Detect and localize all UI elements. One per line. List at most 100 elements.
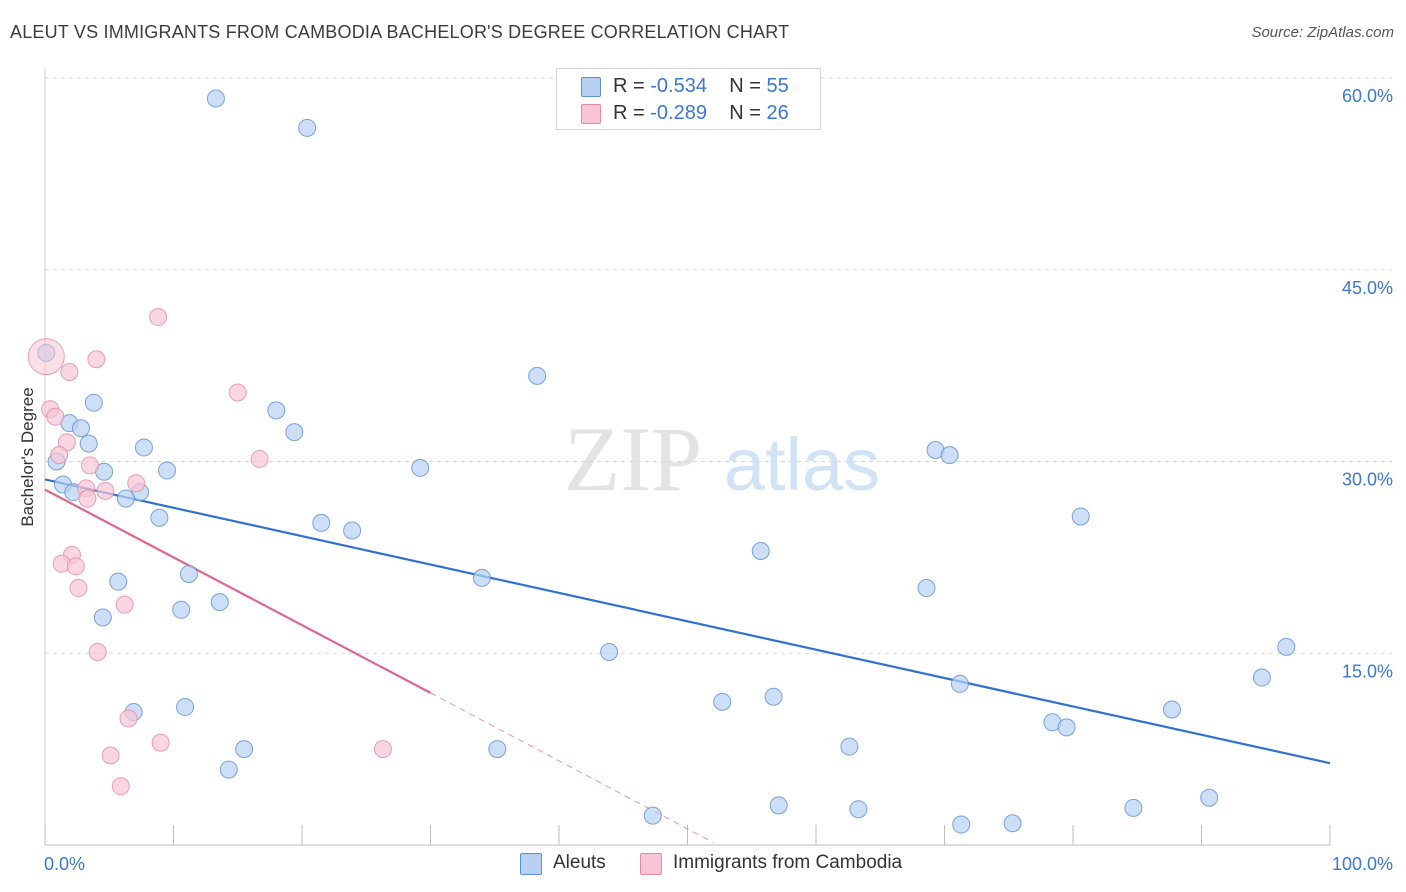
- cambodia-point: [373, 740, 392, 759]
- x-tick-label: 0.0%: [44, 854, 85, 874]
- aleuts-point: [1200, 788, 1219, 807]
- bottom-legend-label: Aleuts: [553, 852, 606, 873]
- aleuts-point: [84, 393, 103, 412]
- aleuts-point: [235, 740, 254, 759]
- aleuts-point: [643, 806, 662, 825]
- aleuts-point: [713, 692, 732, 711]
- cambodia-trend-line: [44, 488, 432, 694]
- aleuts-point: [134, 438, 153, 457]
- cambodia-point: [87, 350, 106, 369]
- aleuts-point: [411, 458, 430, 477]
- aleuts-point: [1003, 814, 1022, 833]
- aleuts-point: [109, 572, 128, 591]
- aleuts-point: [1071, 507, 1090, 526]
- aleuts-point: [285, 423, 304, 442]
- data-points: [27, 89, 1296, 834]
- aleuts-point: [751, 541, 770, 560]
- aleuts-point: [1124, 798, 1143, 817]
- aleuts-point: [343, 521, 362, 540]
- aleuts-point: [71, 419, 90, 438]
- x-tick-labels: 0.0% 100.0%: [44, 854, 1393, 874]
- legend-n-label: N =: [729, 75, 767, 97]
- watermark-atlas: atlas: [724, 423, 880, 506]
- y-tick-label: 45.0%: [1342, 278, 1393, 298]
- cambodia-point: [88, 642, 107, 661]
- cambodia-point: [119, 709, 138, 728]
- aleuts-point: [528, 366, 547, 385]
- aleuts-point: [769, 796, 788, 815]
- aleuts-point: [840, 737, 859, 756]
- cambodia-point: [80, 456, 99, 475]
- aleuts-point: [219, 760, 238, 779]
- cambodia-point: [151, 733, 170, 752]
- cambodia-point: [96, 481, 115, 500]
- aleuts-point: [116, 489, 135, 508]
- aleuts-trend-line: [44, 478, 1331, 765]
- legend-r-value: -0.289: [650, 102, 707, 124]
- bottom-legend-label: Immigrants from Cambodia: [673, 852, 903, 873]
- aleuts-point: [206, 89, 225, 108]
- aleuts-point: [472, 568, 491, 587]
- legend-swatch-blue: [581, 77, 601, 97]
- aleuts-point: [267, 401, 286, 420]
- aleuts-point: [600, 642, 619, 661]
- cambodia-trend-extension: [430, 692, 714, 843]
- chart-title: ALEUT VS IMMIGRANTS FROM CAMBODIA BACHEL…: [10, 22, 790, 42]
- cambodia-point: [50, 446, 69, 465]
- aleuts-point: [940, 446, 959, 465]
- legend-r-label: R =: [613, 75, 651, 97]
- cambodia-point: [127, 474, 146, 493]
- aleuts-point: [298, 118, 317, 137]
- aleuts-point: [79, 434, 98, 453]
- gridlines: [45, 77, 1392, 654]
- aleuts-point: [917, 579, 936, 598]
- cambodia-point: [78, 489, 97, 508]
- axes: [44, 68, 1331, 846]
- aleuts-point: [1162, 700, 1181, 719]
- aleuts-point: [1252, 668, 1271, 687]
- cambodia-point: [250, 449, 269, 468]
- legend-n-value: 55: [766, 75, 789, 97]
- trend-lines: [44, 478, 1331, 843]
- y-tick-label: 15.0%: [1342, 661, 1393, 681]
- y-tick-labels: 15.0% 30.0% 45.0% 60.0%: [1342, 86, 1393, 681]
- aleuts-point: [93, 608, 112, 627]
- y-axis-label: Bachelor's Degree: [18, 387, 37, 526]
- y-tick-label: 60.0%: [1342, 86, 1393, 106]
- bottom-legend-swatch-blue: [520, 853, 542, 875]
- aleuts-point: [210, 593, 229, 612]
- cambodia-point: [101, 746, 120, 765]
- y-tick-label: 30.0%: [1342, 470, 1393, 490]
- aleuts-point: [1277, 637, 1296, 656]
- aleuts-point: [849, 800, 868, 819]
- cambodia-point: [60, 363, 79, 382]
- watermark-zip: ZIP: [564, 408, 702, 510]
- bottom-legend-swatch-pink: [640, 853, 662, 875]
- aleuts-point: [764, 687, 783, 706]
- legend-n-value: 26: [766, 102, 789, 124]
- cambodia-point: [66, 557, 85, 576]
- cambodia-point: [69, 579, 88, 598]
- aleuts-point: [158, 461, 177, 480]
- cambodia-point: [149, 308, 168, 327]
- cambodia-point: [27, 338, 65, 376]
- aleuts-point: [176, 697, 195, 716]
- aleuts-point: [488, 740, 507, 759]
- legend-n-label: N =: [729, 102, 767, 124]
- aleuts-point: [952, 815, 971, 834]
- aleuts-point: [1057, 718, 1076, 737]
- legend-swatch-pink: [581, 104, 601, 124]
- legend-r-label: R =: [613, 102, 651, 124]
- cambodia-point: [228, 383, 247, 402]
- aleuts-point: [179, 564, 198, 583]
- legend-box: R = -0.534 N = 55 R = -0.289 N = 26: [556, 68, 821, 130]
- cambodia-point: [115, 595, 134, 614]
- source-label: Source: ZipAtlas.com: [1251, 24, 1394, 41]
- x-tick-label: 100.0%: [1332, 854, 1393, 874]
- aleuts-point: [150, 508, 169, 527]
- cambodia-point: [111, 777, 130, 796]
- aleuts-point: [312, 513, 331, 532]
- aleuts-point: [950, 674, 969, 693]
- cambodia-point: [46, 407, 65, 426]
